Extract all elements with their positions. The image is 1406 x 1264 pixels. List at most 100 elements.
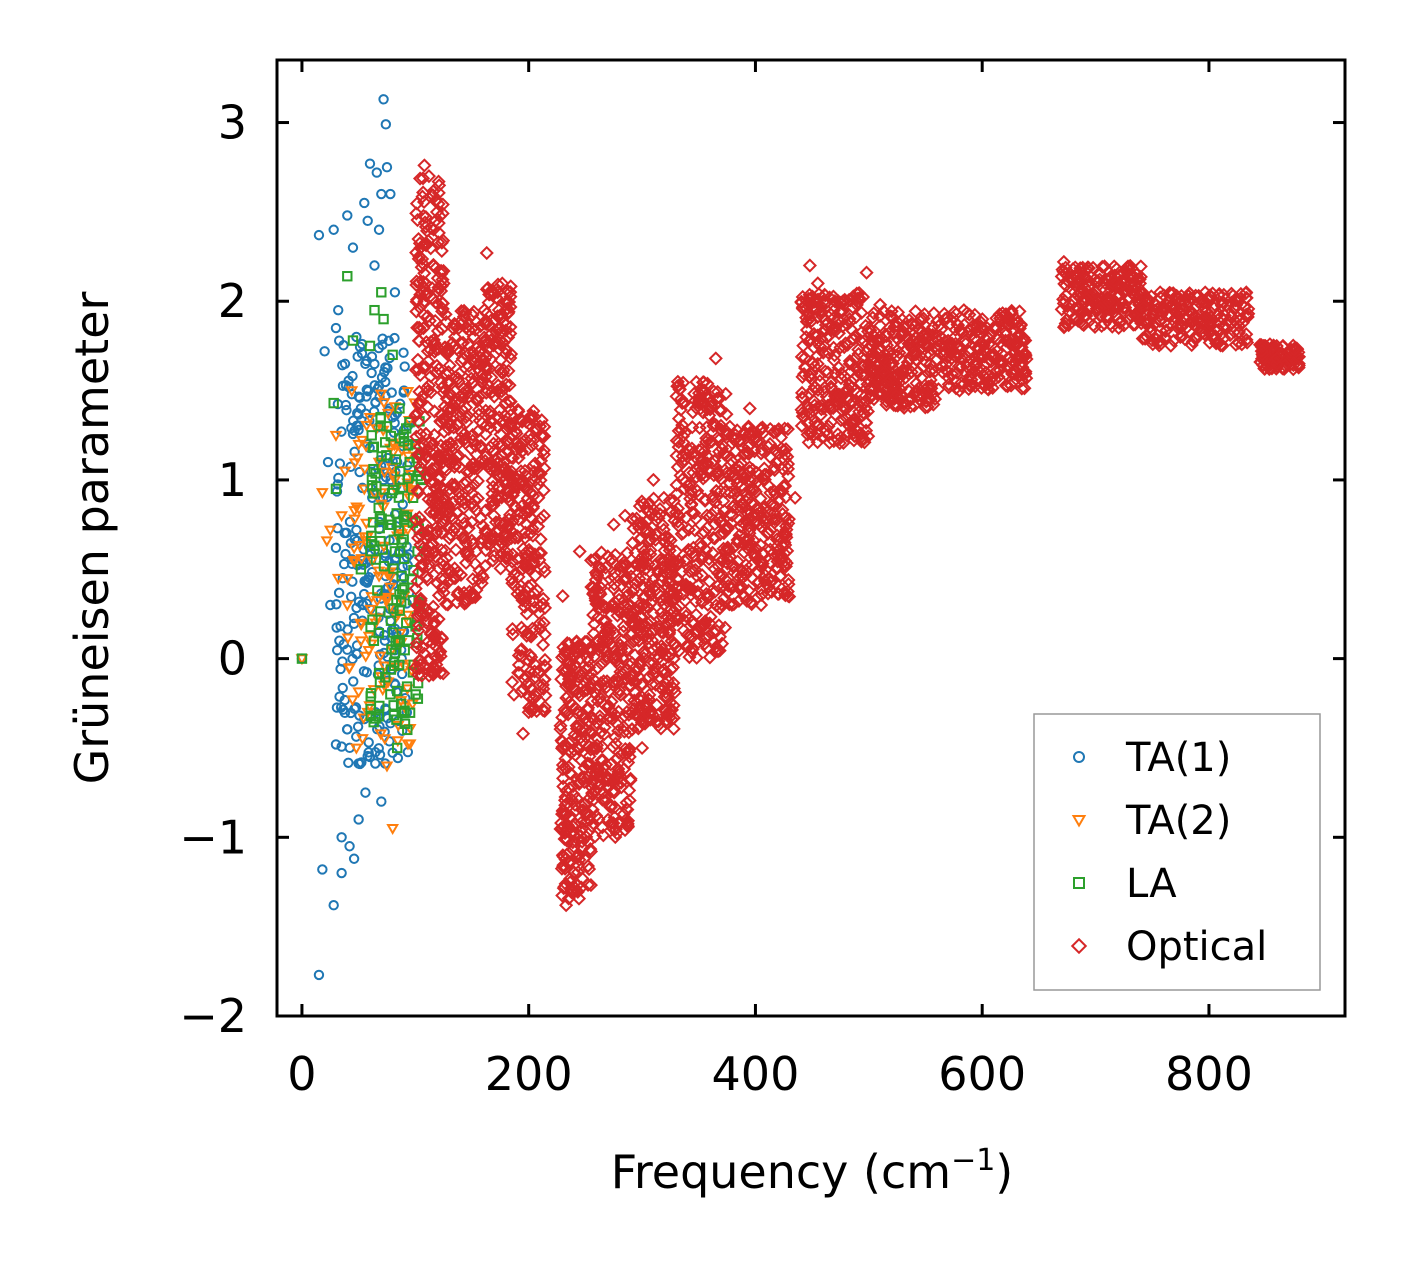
data-point-optical [1237, 300, 1252, 315]
data-point-optical [409, 292, 425, 307]
data-point-optical [835, 304, 850, 319]
data-point-optical [1158, 330, 1173, 345]
data-point-optical [408, 581, 423, 596]
data-point-optical [483, 420, 498, 435]
data-point-optical [536, 443, 551, 458]
data-point-optical [447, 521, 462, 536]
data-point-optical [573, 730, 588, 745]
data-point-la [365, 545, 376, 557]
data-point-optical [619, 588, 635, 603]
data-point-optical [506, 470, 521, 485]
data-point-optical [1058, 288, 1074, 303]
data-point-optical [617, 571, 633, 586]
data-point-optical [485, 285, 500, 300]
data-point-optical [583, 553, 599, 568]
data-point-optical [991, 355, 1006, 370]
data-point-optical [1156, 303, 1171, 318]
data-point-la [364, 340, 376, 352]
data-point-optical [1223, 309, 1238, 324]
data-point-optical [938, 357, 954, 372]
data-point-optical [442, 358, 457, 373]
data-point-optical [603, 757, 618, 772]
data-point-la [396, 570, 407, 582]
data-point-optical [536, 428, 551, 443]
data-point-optical [832, 305, 847, 320]
data-point-optical [888, 388, 904, 404]
data-point-optical [427, 344, 442, 359]
data-point-optical [505, 627, 521, 642]
data-point-optical [625, 535, 640, 551]
data-point-optical [429, 365, 444, 381]
data-point-optical [589, 741, 604, 756]
data-point-optical [527, 622, 543, 637]
data-point-ta2 [354, 620, 368, 632]
data-point-optical [777, 585, 792, 600]
data-point-optical [624, 722, 639, 737]
data-point-optical [538, 659, 553, 675]
data-point-ta2 [401, 739, 415, 751]
data-point-optical [924, 362, 939, 377]
data-point-optical [1099, 309, 1114, 325]
data-point-optical [421, 169, 437, 184]
data-point-optical [604, 636, 619, 651]
data-point-optical [554, 807, 570, 822]
data-point-optical [979, 371, 994, 386]
data-point-ta2 [348, 514, 361, 526]
data-point-optical [495, 536, 510, 551]
data-point-optical [600, 812, 616, 827]
data-point-optical [490, 277, 506, 292]
data-point-ta2 [343, 663, 356, 675]
data-point-optical [677, 553, 692, 568]
data-point-optical [1071, 265, 1086, 280]
data-point-la [401, 681, 413, 692]
data-point-optical [894, 389, 909, 404]
data-point-optical [1009, 312, 1024, 327]
data-point-optical [799, 314, 814, 329]
data-point-optical [709, 623, 724, 639]
data-point-optical [813, 339, 828, 354]
data-point-optical [554, 741, 570, 756]
data-point-optical [746, 533, 762, 548]
data-point-la [394, 605, 405, 616]
data-point-optical [634, 740, 650, 756]
data-point-optical [721, 578, 736, 593]
data-point-optical [503, 285, 518, 300]
data-point-optical [447, 329, 463, 345]
data-point-optical [670, 501, 686, 516]
data-point-optical [658, 590, 673, 605]
data-point-optical [537, 652, 553, 668]
data-point-optical [1054, 302, 1069, 317]
data-point-optical [1202, 291, 1217, 307]
data-point-optical [692, 420, 707, 435]
data-point-optical [709, 598, 724, 613]
data-point-optical [531, 466, 546, 481]
data-point-optical [690, 483, 705, 498]
data-point-optical [1188, 331, 1203, 347]
data-point-ta2 [338, 466, 352, 478]
data-point-optical [611, 761, 626, 777]
data-point-optical [589, 715, 604, 730]
data-point-optical [678, 474, 693, 489]
data-point-optical [823, 375, 839, 390]
data-point-ta1 [392, 752, 404, 764]
data-point-optical [665, 660, 681, 675]
data-point-optical [415, 607, 430, 622]
data-point-optical [426, 332, 441, 347]
data-point-optical [428, 313, 443, 329]
data-point-optical [536, 483, 551, 498]
data-point-optical [758, 500, 773, 515]
data-point-optical [620, 802, 635, 817]
data-point-ta1 [340, 399, 352, 411]
data-point-optical [897, 397, 912, 412]
data-point-la [370, 713, 381, 724]
data-point-ta1 [361, 391, 372, 402]
data-point-optical [515, 726, 531, 741]
data-point-optical [635, 690, 650, 705]
data-point-optical [692, 394, 707, 409]
data-point-la [385, 615, 397, 626]
data-point-optical [701, 587, 716, 602]
data-point-optical [423, 475, 438, 490]
data-point-optical [751, 565, 766, 580]
data-point-optical [726, 432, 742, 447]
